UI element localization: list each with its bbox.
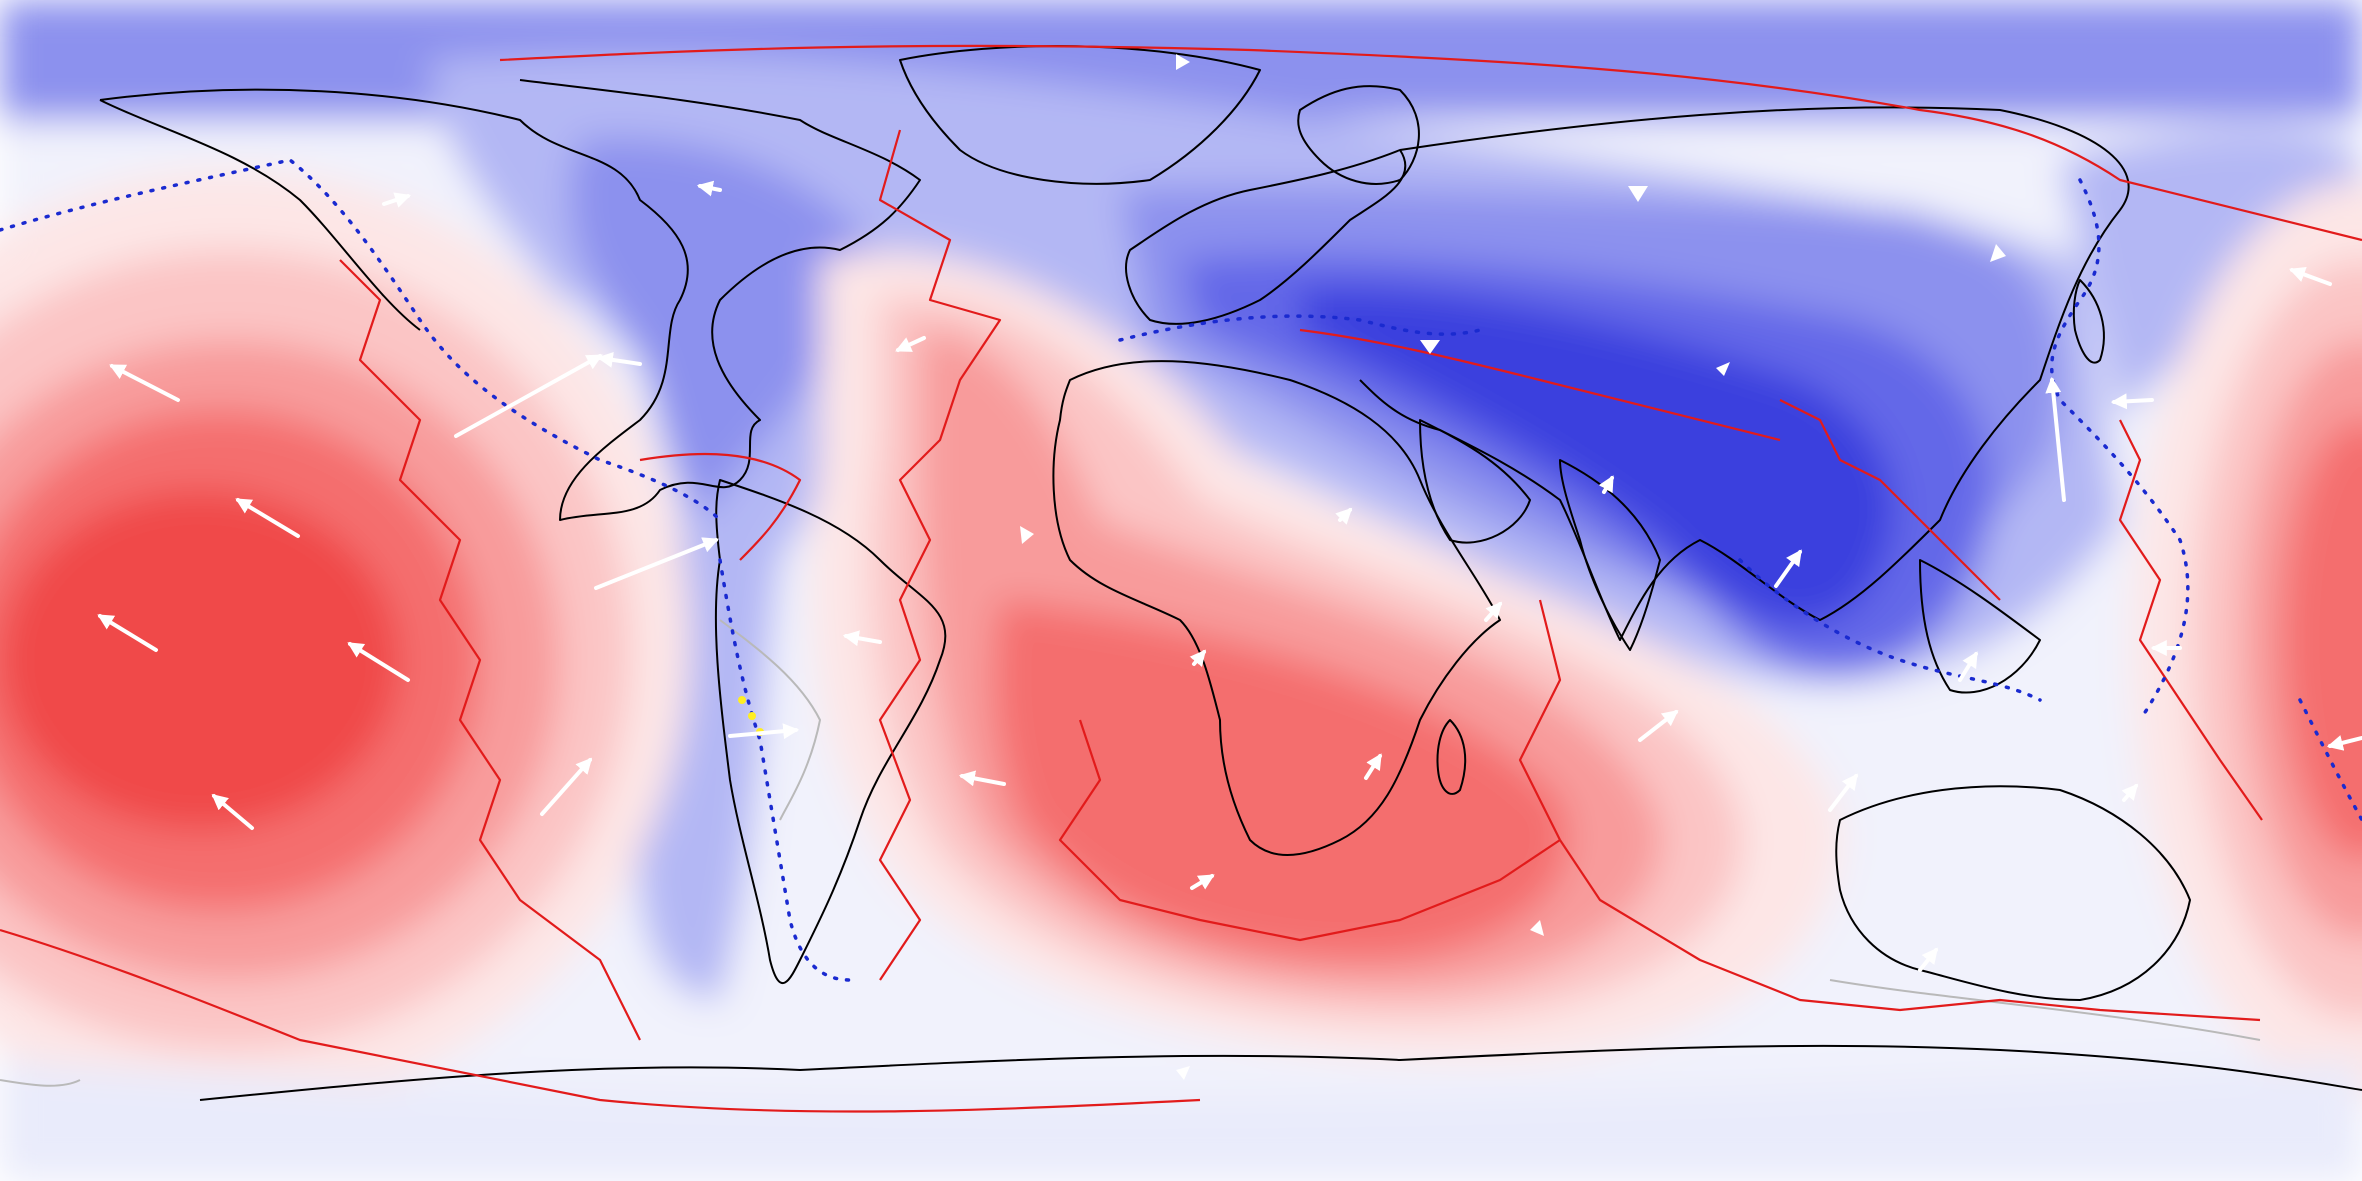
velocity-arrow — [1918, 947, 1938, 972]
velocity-arrow — [895, 336, 926, 352]
velocity-arrow — [842, 630, 882, 647]
coast-japan — [2072, 279, 2105, 364]
coast-africa — [1052, 360, 1501, 856]
grey-boundary-west — [0, 1079, 81, 1087]
south-band — [0, 1060, 2362, 1181]
arrowhead-marker — [1420, 340, 1440, 354]
yellow-marker — [748, 712, 756, 720]
boundary-himalaya — [1299, 328, 1781, 442]
velocity-arrow — [1598, 475, 1614, 494]
coast-india — [1559, 459, 1661, 651]
subduction-aleutian — [0, 158, 722, 522]
red-pacific-strong — [0, 490, 400, 830]
velocity-arrow — [594, 537, 719, 590]
velocity-arrow — [2121, 783, 2139, 802]
coast-arabia — [1419, 419, 1531, 544]
boundary-caribbean — [639, 452, 802, 561]
blue-band-deep — [1300, 288, 1894, 625]
arrowhead-markers — [1020, 54, 2006, 1080]
subduction-andes — [718, 558, 852, 982]
red-africa-medium — [994, 600, 1568, 960]
velocity-arrow — [382, 192, 412, 208]
velocity-arrow — [2045, 376, 2066, 502]
arrowhead-marker — [1716, 362, 1730, 376]
velocity-arrow — [1828, 773, 1858, 812]
subduction-zones — [0, 158, 2362, 982]
velocity-arrow — [1958, 651, 1978, 682]
boundary-philippine — [1779, 399, 2001, 601]
yellow-marker — [738, 696, 746, 704]
coastlines — [99, 45, 2362, 1101]
coast-north-america — [99, 79, 921, 521]
coast-antarctica — [199, 1044, 2362, 1101]
arrowhead-marker — [1020, 526, 1034, 544]
velocity-arrow — [1189, 649, 1207, 667]
boundary-east-pacific-rise — [339, 259, 641, 1041]
subduction-mediterranean — [1118, 314, 1482, 342]
arrowhead-marker — [1628, 186, 1648, 202]
plate-boundaries — [0, 44, 2362, 1113]
velocity-arrow — [235, 498, 300, 538]
coast-scandinavia — [1297, 85, 1420, 185]
arrowhead-marker — [1176, 54, 1190, 70]
boundary-mid-atlantic — [878, 129, 1002, 981]
arrowhead-marker — [1530, 920, 1544, 936]
velocity-arrow — [540, 757, 593, 816]
boundary-central-indian — [1518, 599, 1562, 841]
velocity-arrow — [596, 351, 642, 368]
coast-se-asia — [1919, 559, 2041, 694]
velocity-arrow — [696, 180, 722, 197]
velocity-arrow — [97, 614, 158, 652]
boundary-pacific-west — [2118, 419, 2263, 821]
velocity-arrow — [347, 642, 410, 682]
subduction-west-pacific — [2050, 178, 2190, 722]
boundary-south-pacific — [0, 928, 1201, 1113]
coast-australia — [1835, 785, 2191, 1001]
velocity-arrow — [211, 793, 254, 830]
velocity-arrow — [454, 354, 603, 438]
secondary-boundaries — [0, 619, 2261, 1087]
boundary-arctic — [499, 44, 2362, 242]
velocity-arrow — [2110, 393, 2154, 410]
arrowhead-marker — [1990, 244, 2006, 262]
velocity-arrow — [1190, 874, 1215, 890]
velocity-arrow — [1638, 710, 1679, 742]
velocity-arrows — [97, 180, 2362, 972]
velocity-arrow — [109, 364, 180, 402]
coast-asia — [1359, 106, 2130, 641]
coast-europe — [1125, 149, 1407, 325]
velocity-arrow — [2288, 266, 2332, 286]
velocity-arrow — [1484, 601, 1503, 622]
velocity-arrow — [1774, 549, 1802, 588]
velocity-arrow — [1335, 507, 1353, 525]
boundary-southwest-indian — [1058, 719, 1561, 942]
boundary-southeast-indian — [1559, 839, 2261, 1022]
blue-americas-medium — [570, 138, 880, 520]
coast-south-america — [714, 479, 947, 985]
velocity-arrow — [1364, 753, 1382, 780]
arrowhead-marker — [1176, 1066, 1190, 1080]
grey-boundary-south — [1829, 979, 2261, 1041]
velocity-arrow — [2326, 735, 2362, 751]
coast-alaska — [99, 99, 421, 331]
subduction-tonga — [2298, 698, 2362, 822]
grey-boundary-andes — [719, 619, 822, 821]
velocity-arrow — [958, 770, 1006, 787]
coast-madagascar — [1436, 719, 1467, 795]
velocity-arrow — [728, 723, 800, 740]
blue-pacific-east — [2060, 130, 2362, 420]
